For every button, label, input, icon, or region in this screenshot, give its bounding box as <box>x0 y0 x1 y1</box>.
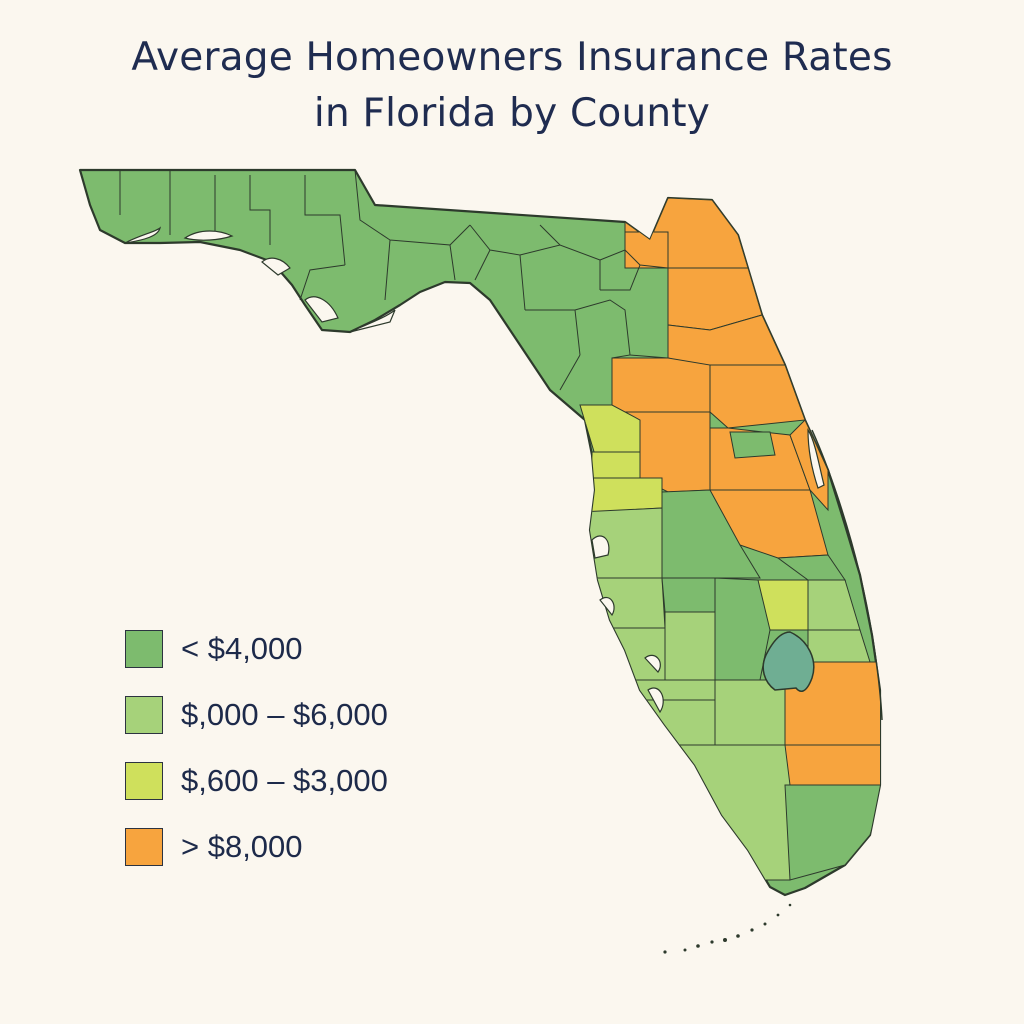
county-light-st-lucie <box>807 629 871 663</box>
legend-item: < $4,000 <box>125 616 388 682</box>
legend-item: $,000 – $6,000 <box>125 682 388 748</box>
county-dark-polk <box>661 489 761 579</box>
county-borders-north <box>119 169 669 391</box>
legend-swatch <box>125 762 163 800</box>
legend-item: $,600 – $3,000 <box>125 748 388 814</box>
county-light-charlotte <box>629 679 716 701</box>
county-orange-central-1 <box>611 357 711 413</box>
legend-label: < $4,000 <box>181 631 303 666</box>
county-dark-seminole <box>729 431 776 459</box>
county-light-sarasota <box>604 627 666 681</box>
legend-label: $,000 – $6,000 <box>181 697 388 732</box>
legend-swatch <box>125 630 163 668</box>
legend-label: > $8,000 <box>181 829 303 864</box>
coastal-bays <box>124 226 825 714</box>
county-light-hardee <box>664 611 716 681</box>
county-dark-highlands <box>714 577 771 681</box>
legend-label: $,600 – $3,000 <box>181 763 388 798</box>
legend-item: > $8,000 <box>125 814 388 880</box>
county-dark-desoto <box>661 577 716 613</box>
title-line-2: in Florida by County <box>313 91 711 136</box>
lake-okeechobee-icon <box>762 631 815 692</box>
county-orange-central-2 <box>709 364 806 429</box>
county-dark-indian-river <box>776 554 846 581</box>
county-yellow-hernando <box>591 451 641 481</box>
title-line-1: Average Homeowners Insurance Rates <box>131 35 893 80</box>
county-orange-broward <box>784 744 880 786</box>
county-dark-miami-dade <box>784 784 880 881</box>
legend: < $4,000 $,000 – $6,000 $,600 – $3,000 > $8… <box>125 616 388 880</box>
county-yellow-pasco <box>589 477 663 513</box>
county-light-collier <box>669 744 791 881</box>
east-coast-barrier-island <box>811 429 883 721</box>
legend-swatch <box>125 696 163 734</box>
county-yellow-citrus <box>579 404 641 456</box>
map-title: Average Homeowners Insurance Rates in Fl… <box>0 30 1024 142</box>
legend-swatch <box>125 828 163 866</box>
florida-keys <box>663 903 792 954</box>
